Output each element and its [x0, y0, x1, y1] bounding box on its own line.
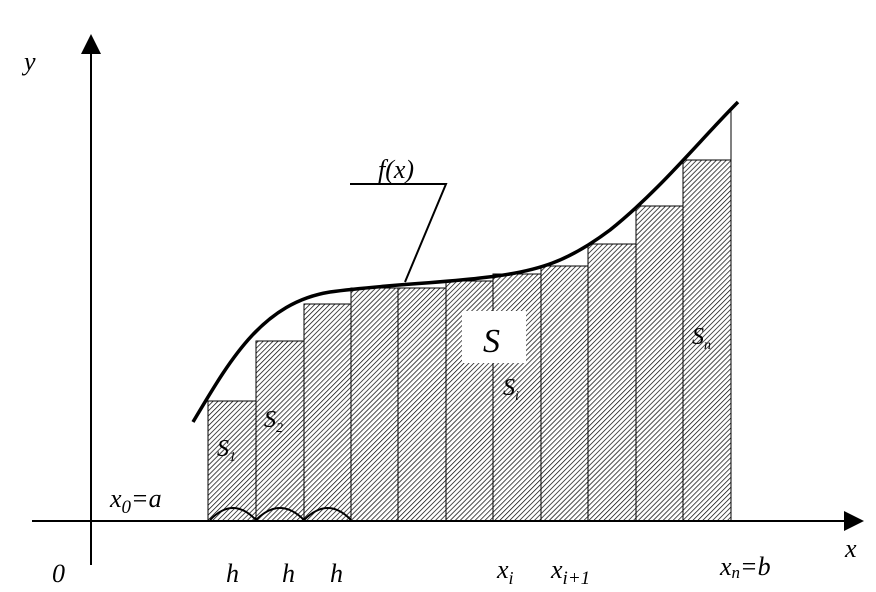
- h-label-2: h: [282, 559, 295, 588]
- function-curve: [191, 100, 740, 423]
- curve-callout-line: [350, 183, 448, 283]
- rectangle-1: [207, 400, 257, 522]
- origin-label: 0: [52, 559, 65, 588]
- x-axis-label: x: [844, 534, 857, 563]
- rectangle-2: [255, 340, 305, 522]
- s1-label: S1: [217, 436, 236, 465]
- rectangle-5: [397, 287, 447, 522]
- rectangle-11: [682, 159, 732, 522]
- rectangle-8: [540, 265, 589, 522]
- rectangle-4: [350, 287, 399, 522]
- sn-label: Sn: [692, 324, 711, 353]
- rectangle-9: [587, 243, 637, 522]
- rectangle-3: [303, 303, 352, 522]
- h-label-3: h: [330, 559, 343, 588]
- x0-label: x0=a: [109, 484, 162, 518]
- xi-label: xi: [496, 555, 514, 588]
- curve-label: f(x): [378, 155, 414, 184]
- area-label-box: [462, 311, 526, 363]
- xn-label: xn=b: [719, 552, 771, 582]
- xi1-label: xi+1: [550, 555, 590, 589]
- s2-label: S2: [264, 407, 283, 436]
- h-label-1: h: [226, 559, 239, 588]
- y-axis-label: y: [21, 47, 36, 76]
- si-label: Si: [503, 375, 519, 404]
- rectangle-10: [635, 205, 684, 522]
- step-arcs: [209, 507, 352, 522]
- area-label: S: [483, 323, 500, 360]
